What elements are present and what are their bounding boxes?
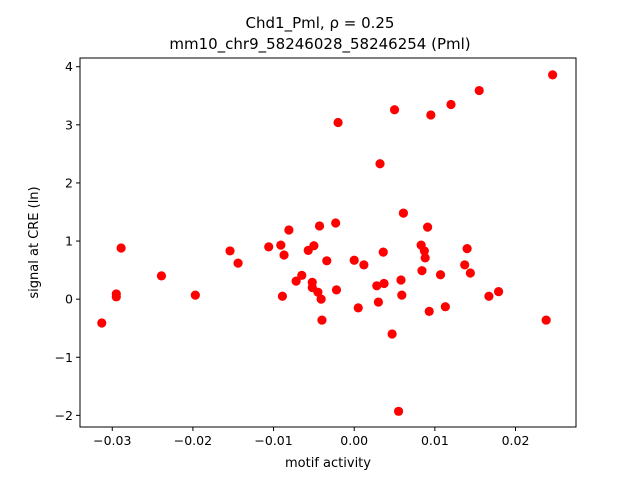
chart-title-line2: mm10_chr9_58246028_58246254 (Pml) [169,35,470,54]
data-point [424,306,434,316]
x-tick-label: 0.00 [340,433,368,448]
data-point [426,110,436,120]
data-point [297,270,307,280]
y-tick-label: −1 [55,350,73,365]
data-point [353,303,363,313]
data-point [387,329,397,339]
data-point [378,247,388,257]
y-tick-label: 2 [65,175,73,190]
data-point [379,278,389,289]
x-axis-label: motif activity [285,456,371,471]
data-point [541,315,551,325]
data-point [316,294,326,304]
data-point [396,275,406,285]
data-point [375,159,385,169]
data-point [398,208,409,218]
data-point [317,315,327,325]
data-point [264,242,274,252]
data-points [97,70,558,416]
x-axis-ticks: −0.03 −0.02 −0.01 0.00 0.01 0.02 [93,427,529,448]
data-point [393,406,404,416]
data-point [313,287,323,297]
data-point [116,243,126,253]
data-point [462,244,472,254]
x-tick-label: −0.03 [93,433,131,448]
data-point [314,221,325,231]
data-point [417,266,427,276]
x-tick-label: 0.02 [502,433,530,448]
data-point [333,117,343,128]
data-point [446,99,456,110]
data-point [465,268,475,278]
y-tick-label: 4 [65,59,73,74]
data-point [420,253,430,263]
data-point [284,225,294,235]
x-tick-label: 0.01 [421,433,449,448]
data-point [460,260,470,270]
data-point [277,291,288,301]
data-point [372,281,382,291]
data-point [548,70,558,80]
data-point [389,105,400,115]
data-point [291,276,301,286]
data-point [331,285,342,295]
data-point [279,250,289,260]
data-point [373,297,384,307]
plot-area-frame [79,57,577,428]
data-point [493,287,504,297]
data-point [225,246,235,256]
x-tick-label: −0.02 [174,433,212,448]
data-point [331,218,341,228]
x-tick-label: −0.01 [254,433,292,448]
data-point [359,260,369,270]
data-point [190,290,200,300]
chart-title-line1: Chd1_Pml, ρ = 0.25 [246,14,395,33]
y-tick-label: 0 [65,292,73,307]
data-point [474,85,484,96]
data-point [111,292,121,302]
data-point [233,258,243,268]
y-axis-ticks: −2 −1 0 1 2 3 4 [55,59,80,423]
data-point [397,290,407,300]
data-point [423,222,433,232]
data-point [419,246,429,256]
data-point [435,270,446,280]
data-point [276,240,286,250]
data-point [349,255,359,265]
y-axis-label: signal at CRE (ln) [27,186,42,298]
y-tick-label: 1 [65,234,73,249]
data-point [309,241,319,251]
data-point [322,256,332,266]
y-tick-label: −2 [55,408,73,423]
data-point [440,302,450,312]
y-tick-label: 3 [65,117,73,132]
data-point [484,291,494,301]
data-point [156,271,167,281]
data-point [97,318,107,328]
